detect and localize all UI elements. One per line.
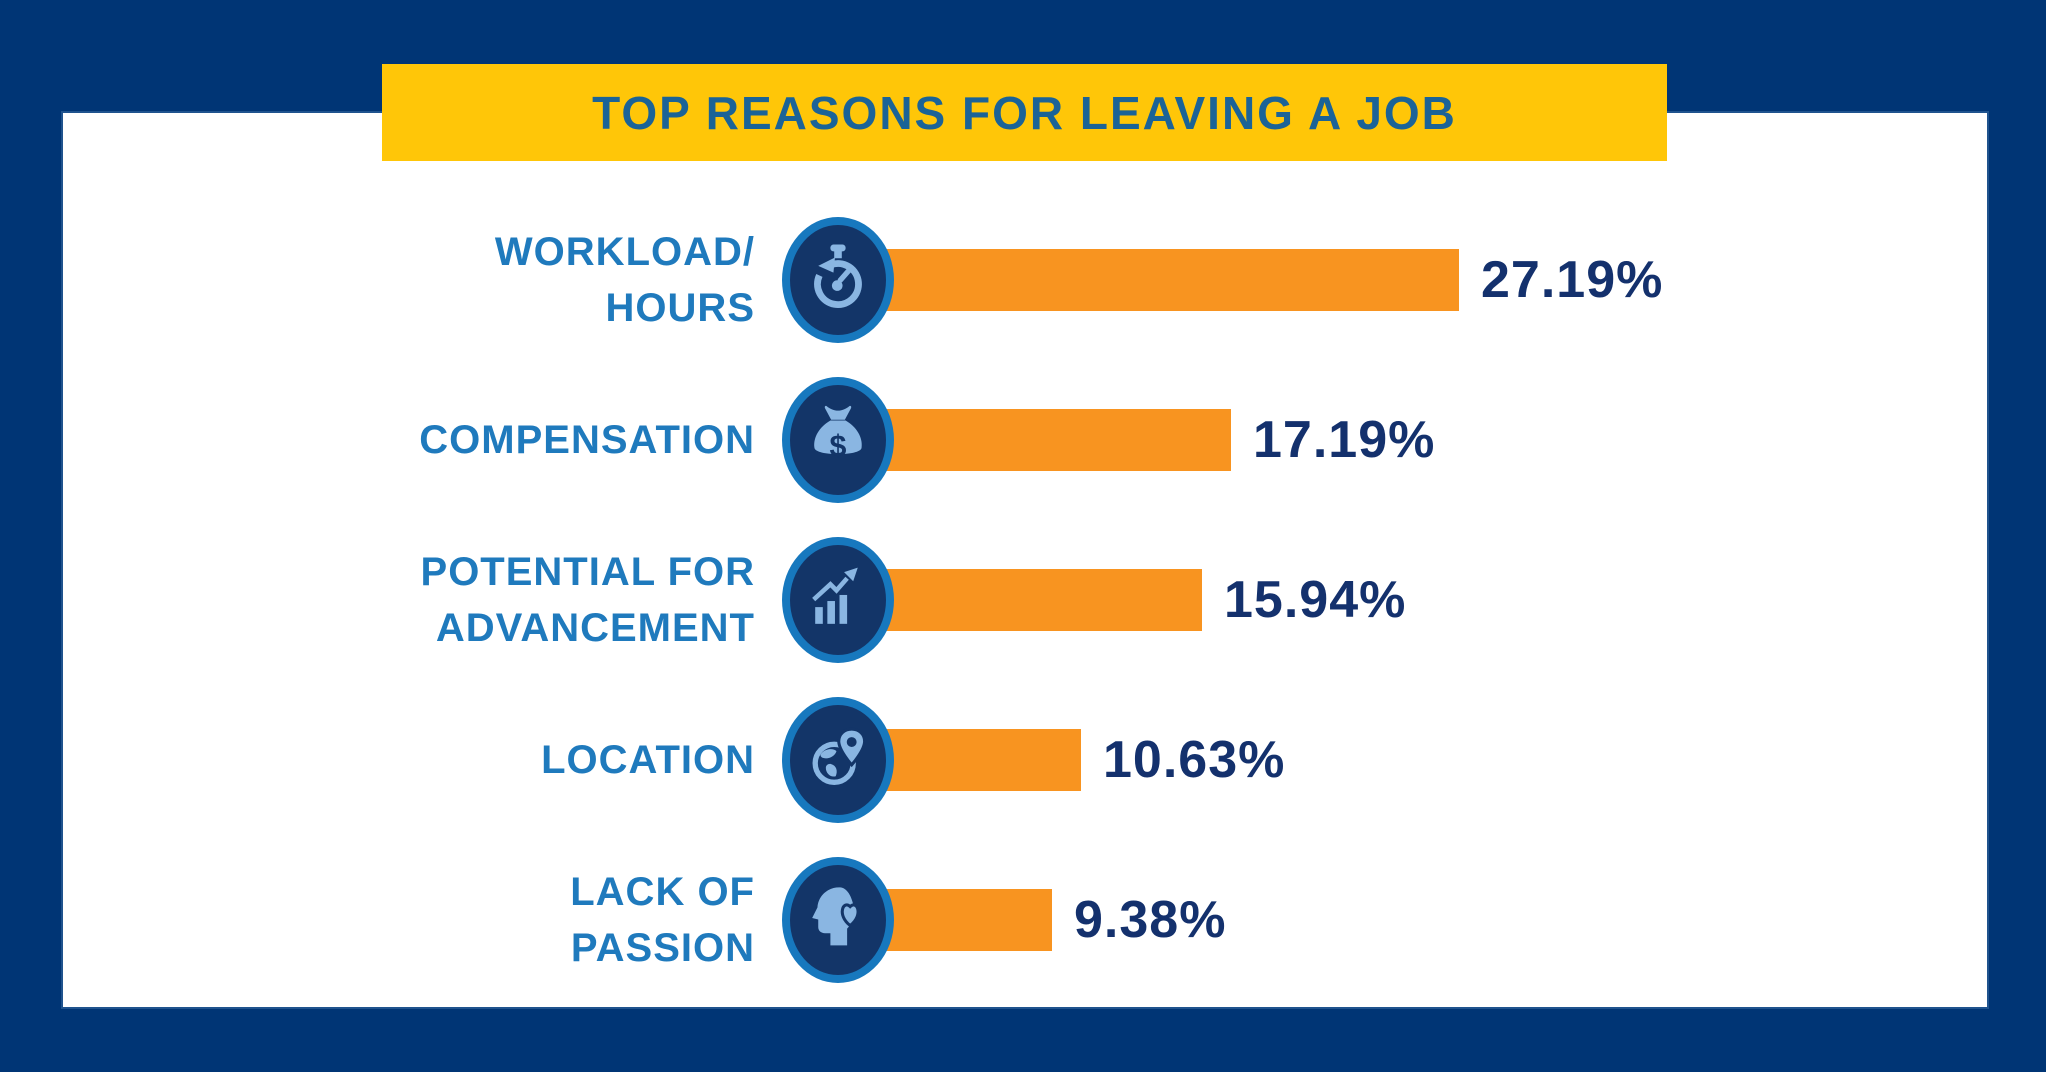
category-icon-badge bbox=[782, 217, 894, 343]
value-bar bbox=[838, 409, 1231, 471]
category-icon-badge bbox=[782, 697, 894, 823]
page-title: TOP REASONS FOR LEAVING A JOB bbox=[592, 86, 1457, 139]
growth-chart-icon bbox=[800, 560, 876, 641]
value-bar bbox=[838, 249, 1459, 311]
category-icon-badge: $ bbox=[782, 377, 894, 503]
title-banner: TOP REASONS FOR LEAVING A JOB bbox=[382, 64, 1667, 161]
money-bag-icon: $ bbox=[800, 400, 876, 481]
globe-pin-icon bbox=[800, 720, 876, 801]
value-label: 15.94% bbox=[1224, 571, 1407, 629]
value-label: 10.63% bbox=[1103, 731, 1286, 789]
category-icon-badge bbox=[782, 537, 894, 663]
category-label: LACK OF PASSION bbox=[570, 870, 755, 970]
category-label: POTENTIAL FOR ADVANCEMENT bbox=[420, 550, 755, 650]
value-label: 27.19% bbox=[1481, 251, 1664, 309]
svg-text:$: $ bbox=[830, 429, 847, 463]
value-label: 9.38% bbox=[1074, 891, 1227, 949]
category-label: WORKLOAD/ HOURS bbox=[494, 230, 755, 330]
value-bar bbox=[838, 569, 1202, 631]
category-label: LOCATION bbox=[541, 738, 755, 782]
head-heart-icon bbox=[800, 880, 876, 961]
stopwatch-icon bbox=[800, 240, 876, 321]
category-icon-badge bbox=[782, 857, 894, 983]
value-label: 17.19% bbox=[1253, 411, 1436, 469]
category-label: COMPENSATION bbox=[419, 418, 755, 462]
